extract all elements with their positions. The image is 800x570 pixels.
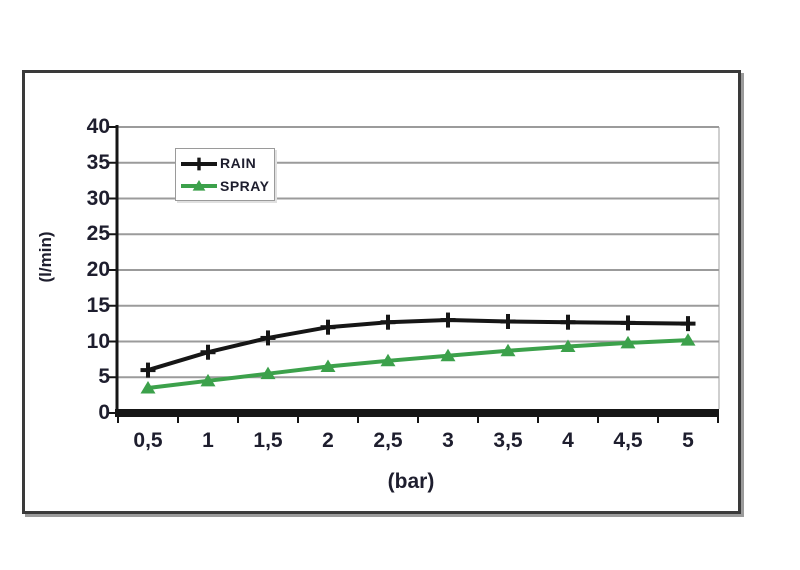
- x-tick-label: 4,5: [613, 429, 643, 452]
- x-tick-label: 1: [202, 429, 214, 452]
- y-tick-label: 30: [86, 186, 110, 210]
- x-tick-label: 2,5: [373, 429, 403, 452]
- y-tick-label: 10: [86, 329, 110, 353]
- x-tick-label: 2: [322, 429, 334, 452]
- x-tick-label: 0,5: [133, 429, 163, 452]
- y-tick-label: 40: [86, 115, 110, 138]
- chart-frame: [22, 70, 741, 514]
- x-tick-label: 3: [442, 429, 454, 452]
- legend-item-rain: RAIN: [181, 155, 274, 171]
- y-tick-label: 15: [86, 293, 110, 317]
- y-tick-label: 25: [86, 222, 110, 246]
- x-tick-label: 1,5: [253, 429, 283, 452]
- y-tick-label: 20: [86, 258, 110, 281]
- legend-label-spray: SPRAY: [220, 177, 270, 194]
- y-axis-title: (l/min): [36, 231, 55, 283]
- x-axis-title: (bar): [387, 470, 435, 493]
- legend-label-rain: RAIN: [220, 155, 257, 172]
- rain-line-sample-icon: [181, 157, 217, 171]
- x-tick-label: 5: [682, 429, 694, 452]
- x-tick-label: 4: [562, 429, 574, 452]
- legend-item-spray: SPRAY: [181, 178, 274, 194]
- x-tick-label: 3,5: [493, 429, 523, 452]
- legend: RAIN SPRAY: [175, 148, 275, 201]
- y-tick-label: 35: [86, 150, 110, 174]
- y-tick-label: 0: [98, 401, 110, 424]
- y-tick-label: 5: [98, 365, 110, 389]
- spray-line-sample-icon: [181, 180, 217, 191]
